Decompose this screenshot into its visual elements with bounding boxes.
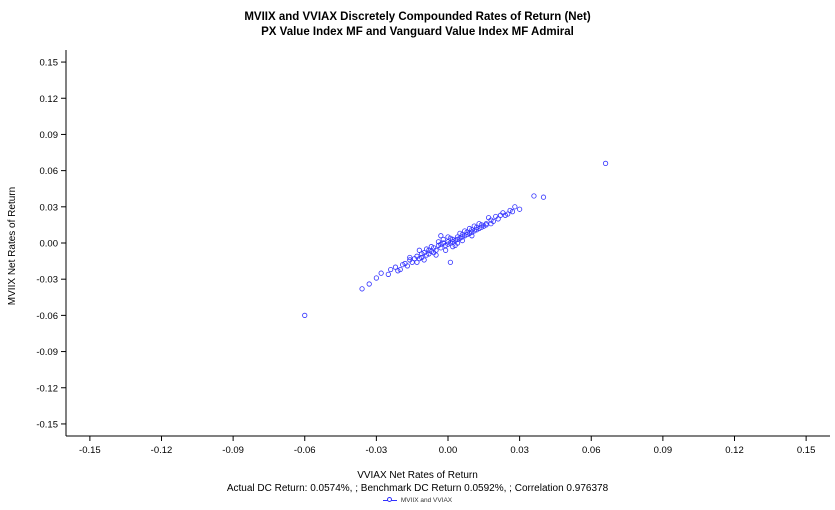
data-point: [517, 206, 523, 212]
data-point: [440, 236, 446, 242]
y-tick-label: 0.03: [40, 202, 59, 213]
chart-title: MVIIX and VVIAX Discretely Compounded Ra…: [244, 11, 591, 23]
x-tick-label: -0.09: [222, 445, 244, 456]
summary-note: Actual DC Return: 0.0574%, ; Benchmark D…: [226, 483, 609, 494]
data-point: [423, 246, 430, 252]
data-point: [404, 263, 411, 269]
data-point: [471, 223, 477, 229]
data-point: [426, 251, 432, 257]
data-point: [445, 234, 451, 240]
y-tick-label: 0.15: [40, 58, 59, 69]
data-point: [443, 247, 449, 253]
x-tick-label: 0.00: [439, 445, 458, 456]
data-point: [457, 230, 463, 236]
legend-label: MVIIX and VVIAX: [400, 497, 453, 504]
data-point: [507, 207, 513, 214]
data-point: [466, 225, 473, 232]
x-tick-label: 0.03: [510, 445, 529, 456]
data-point: [464, 231, 470, 238]
x-axis-label: VVIAX Net Rates of Return: [357, 470, 478, 481]
data-point: [488, 221, 494, 227]
x-tick-label: -0.03: [366, 445, 388, 456]
x-tick-label: 0.06: [582, 445, 601, 456]
data-point: [476, 221, 482, 227]
x-tick-label: 0.12: [725, 445, 744, 456]
data-point: [459, 237, 465, 244]
y-tick-label: 0.00: [40, 239, 59, 250]
data-point: [469, 233, 475, 239]
chart-subtitle: PX Value Index MF and Vanguard Value Ind…: [261, 26, 574, 38]
x-tick-label: 0.15: [797, 445, 816, 456]
data-point: [438, 245, 444, 251]
scatter-chart: -0.15 -0.12 -0.09 -0.06 -0.03 0.00 0.03 0.06 0.0…: [7, 50, 830, 456]
data-point: [483, 222, 489, 228]
data-point: [512, 204, 518, 210]
data-point: [407, 254, 413, 261]
data-point: [411, 256, 418, 262]
data-point: [469, 229, 475, 235]
data-point: [447, 259, 453, 265]
legend: MVIIX and VVIAX: [0, 496, 835, 504]
data-point: [373, 275, 379, 281]
y-axis-label: MVIIX Net Rates of Return: [7, 187, 18, 305]
data-point: [366, 281, 372, 287]
data-point: [540, 194, 547, 200]
x-ticks: -0.15 -0.12 -0.09 -0.06 -0.03 0.00 0.03 0.06 0.0…: [79, 436, 815, 456]
data-point: [302, 312, 308, 318]
y-ticks: 0.15 0.12 0.09 0.06 0.03 0.00 -0.03 -0.06 -0.09 -…: [36, 58, 66, 430]
data-point: [433, 252, 439, 258]
data-point: [359, 286, 365, 292]
data-point: [378, 270, 384, 276]
data-point: [474, 227, 480, 233]
data-point: [602, 160, 609, 166]
data-points: [302, 160, 609, 318]
data-point: [400, 262, 406, 268]
x-tick-label: 0.09: [654, 445, 673, 456]
data-point: [416, 247, 422, 253]
x-tick-label: -0.12: [151, 445, 173, 456]
x-tick-label: -0.06: [294, 445, 316, 456]
data-point: [454, 240, 461, 246]
data-point: [450, 239, 456, 245]
data-point: [495, 216, 501, 222]
data-point: [435, 239, 442, 245]
y-tick-label: -0.03: [36, 275, 58, 286]
y-tick-label: 0.06: [40, 166, 59, 177]
data-point: [428, 244, 434, 250]
data-point: [438, 233, 444, 239]
y-tick-label: 0.12: [40, 94, 59, 105]
data-point: [421, 257, 427, 263]
y-tick-label: 0.09: [40, 130, 59, 141]
y-tick-label: -0.15: [36, 419, 58, 430]
data-point: [388, 266, 394, 273]
y-tick-label: -0.12: [36, 383, 58, 394]
data-point: [531, 193, 537, 199]
data-point: [485, 215, 492, 221]
data-point: [419, 251, 425, 257]
data-point: [414, 259, 420, 265]
data-point: [445, 241, 451, 247]
data-point: [462, 228, 468, 234]
data-point: [454, 236, 461, 242]
data-point: [500, 210, 506, 216]
data-point: [392, 264, 399, 270]
y-tick-label: -0.09: [36, 347, 58, 358]
data-point: [478, 224, 485, 230]
legend-marker: [382, 496, 397, 502]
y-tick-label: -0.06: [36, 311, 58, 322]
data-point: [385, 271, 391, 277]
data-point: [459, 234, 465, 240]
data-point: [450, 244, 456, 250]
data-point: [395, 268, 401, 274]
x-tick-label: -0.15: [79, 445, 101, 456]
